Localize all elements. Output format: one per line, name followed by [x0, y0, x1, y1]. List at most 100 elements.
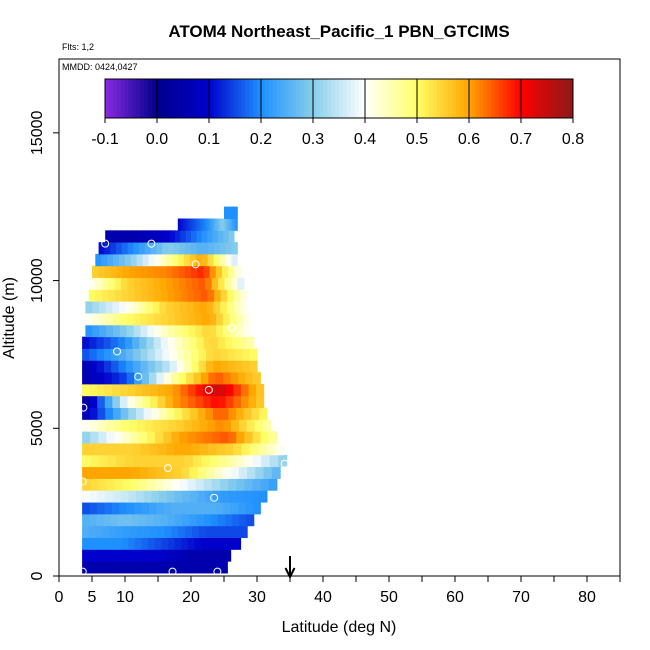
- colorbar-segment: [339, 79, 344, 118]
- heat-cell: [146, 301, 154, 314]
- heat-cell: [98, 431, 108, 444]
- heat-cell: [186, 301, 194, 314]
- heat-cell: [259, 490, 268, 503]
- heat-cell: [148, 372, 157, 385]
- heat-cell: [238, 502, 247, 515]
- observation-point: [101, 239, 110, 248]
- heat-cell: [82, 372, 91, 385]
- colorbar-segment: [506, 79, 512, 118]
- heat-cell: [183, 253, 191, 267]
- x-tick-label: 50: [380, 589, 398, 606]
- heat-cell: [172, 383, 182, 397]
- heat-cell: [196, 230, 203, 243]
- heat-cell: [233, 301, 241, 314]
- heat-cell: [207, 537, 215, 550]
- heat-cell: [125, 336, 133, 349]
- heat-cell: [203, 265, 211, 279]
- heat-cell: [147, 324, 155, 338]
- heat-cell: [189, 513, 198, 527]
- heat-cell: [217, 277, 226, 290]
- colorbar-segment: [350, 79, 356, 118]
- heat-cell: [154, 324, 162, 338]
- colorbar-segment: [222, 79, 227, 118]
- heat-cell: [82, 443, 92, 456]
- heat-cell: [161, 324, 169, 338]
- heat-cell: [138, 431, 148, 444]
- heat-cell: [182, 336, 190, 349]
- heat-cell: [220, 301, 228, 314]
- heat-cell: [103, 360, 112, 373]
- heat-cell: [178, 253, 185, 267]
- heat-cell: [152, 301, 161, 314]
- y-axis-label: Altitude (m): [1, 277, 18, 359]
- heat-cell: [148, 466, 157, 479]
- heat-cell: [127, 277, 135, 290]
- heat-cell: [106, 466, 116, 479]
- heat-cell: [209, 313, 217, 326]
- colorbar-segment: [116, 79, 122, 118]
- heat-cell: [218, 395, 227, 409]
- x-tick-label: 30: [248, 589, 266, 606]
- heat-cell: [105, 301, 113, 314]
- heat-cell: [209, 265, 217, 279]
- heat-cell: [113, 419, 122, 432]
- colorbar-segment: [210, 79, 215, 118]
- heat-cell: [154, 348, 163, 361]
- colorbar-segment: [409, 79, 414, 118]
- heat-cell: [164, 525, 173, 538]
- heat-cell: [105, 407, 114, 420]
- heat-cell: [137, 549, 145, 562]
- heat-cell: [159, 277, 167, 290]
- heat-cell: [150, 525, 159, 538]
- observation-point: [251, 204, 260, 213]
- heat-cell: [178, 502, 187, 515]
- heat-cell: [89, 490, 99, 503]
- heat-cell: [133, 348, 141, 361]
- heat-cell: [179, 242, 186, 255]
- heat-cell: [230, 372, 239, 385]
- heat-cell: [82, 549, 89, 562]
- heat-cell: [118, 561, 126, 574]
- heat-cell: [187, 431, 197, 444]
- heat-cell: [118, 348, 127, 361]
- heat-cell: [82, 478, 91, 491]
- heat-cell: [216, 313, 224, 326]
- colorbar-segment: [128, 79, 133, 118]
- heat-cell: [103, 513, 112, 527]
- heat-cell: [94, 561, 101, 574]
- heat-cell: [82, 502, 91, 515]
- heat-cell: [178, 525, 186, 538]
- heat-cell: [193, 502, 202, 515]
- heat-cell: [113, 549, 120, 562]
- x-tick-label: 80: [578, 589, 596, 606]
- colorbar-segment: [183, 79, 188, 118]
- heat-cell: [236, 490, 245, 503]
- colorbar-segment: [385, 79, 391, 118]
- heat-cell: [111, 360, 120, 373]
- heat-cell: [178, 265, 186, 279]
- heat-cell: [160, 253, 167, 267]
- heat-cell: [228, 431, 237, 444]
- heat-cell: [228, 230, 235, 243]
- colorbar-segment: [112, 79, 118, 118]
- heat-cell: [227, 454, 237, 468]
- heat-cell: [125, 360, 134, 373]
- heat-cell: [261, 454, 271, 468]
- heat-cell: [219, 218, 223, 231]
- heat-cell: [195, 218, 199, 231]
- heat-cell: [106, 561, 113, 574]
- heat-cell: [130, 253, 138, 267]
- colorbar-segment: [424, 79, 430, 118]
- heat-cell: [179, 431, 189, 444]
- heat-cell: [92, 313, 100, 326]
- heat-cell: [90, 478, 99, 491]
- heat-cell: [206, 301, 215, 314]
- heat-cell: [110, 242, 117, 255]
- heat-cell: [187, 395, 197, 409]
- heat-cell: [191, 348, 200, 361]
- colorbar-segment: [241, 79, 246, 118]
- heat-cell: [96, 513, 105, 527]
- heat-cell: [111, 502, 120, 515]
- heat-cell: [207, 253, 215, 267]
